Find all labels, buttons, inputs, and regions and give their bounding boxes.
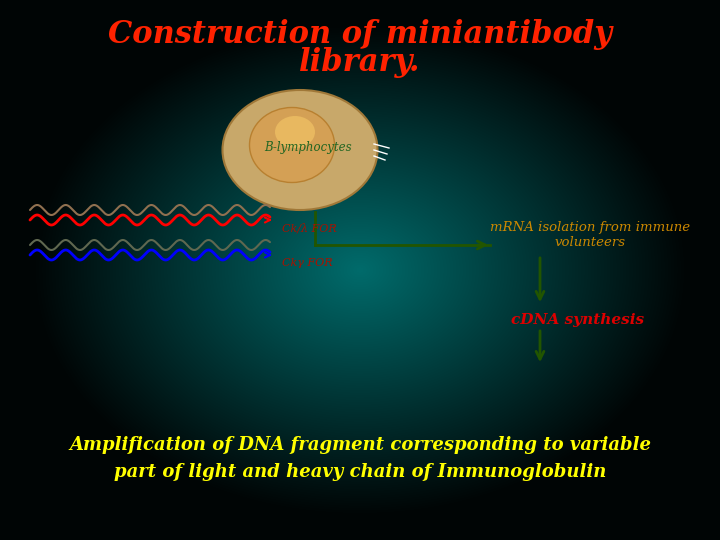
Text: Construction of miniantibody: Construction of miniantibody (108, 19, 612, 51)
Text: part of light and heavy chain of Immunoglobulin: part of light and heavy chain of Immunog… (114, 463, 606, 481)
Text: B-lymphocytes: B-lymphocytes (264, 141, 352, 154)
Text: mRNA isolation from immune
volunteers: mRNA isolation from immune volunteers (490, 221, 690, 249)
Ellipse shape (222, 90, 377, 210)
Ellipse shape (250, 107, 335, 183)
Text: Amplification of DNA fragment corresponding to variable: Amplification of DNA fragment correspond… (69, 436, 651, 454)
Text: Ck/λ FOR: Ck/λ FOR (282, 222, 337, 233)
Text: library.: library. (300, 46, 420, 78)
Text: cDNA synthesis: cDNA synthesis (511, 313, 644, 327)
Ellipse shape (275, 116, 315, 148)
Text: Ckγ FOR: Ckγ FOR (282, 258, 333, 268)
